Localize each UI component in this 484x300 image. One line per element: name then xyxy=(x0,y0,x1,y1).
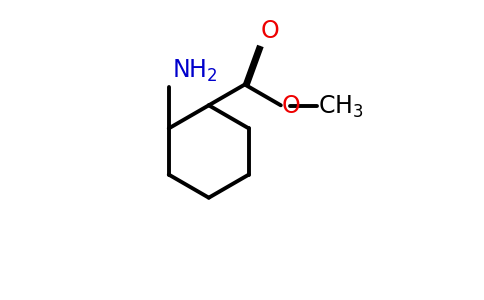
Text: O: O xyxy=(282,94,301,118)
Text: NH$_2$: NH$_2$ xyxy=(172,58,218,84)
Text: CH$_3$: CH$_3$ xyxy=(318,93,363,120)
Text: O: O xyxy=(260,19,279,43)
